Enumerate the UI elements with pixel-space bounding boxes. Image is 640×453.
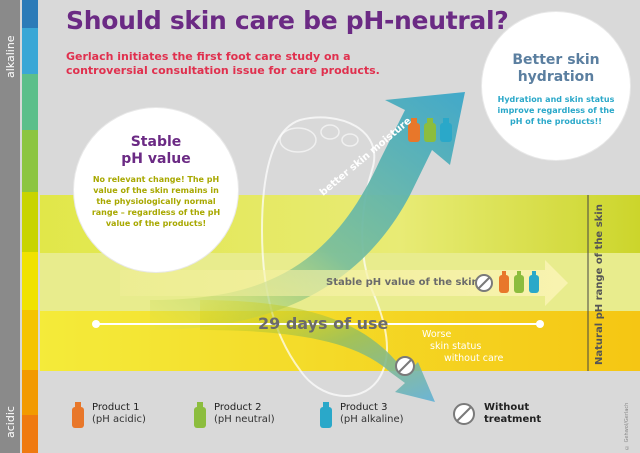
no-treatment-icon xyxy=(475,274,493,292)
orange-bottle-icon xyxy=(499,271,509,293)
page-subtitle: Gerlach initiates the first foot care st… xyxy=(66,50,380,77)
worse-label-line1: Worse xyxy=(422,329,452,340)
no-treatment-icon xyxy=(395,356,415,376)
scale-top-label: alkaline xyxy=(4,35,17,78)
hydration-circle: Better skin hydration Hydration and skin… xyxy=(482,12,630,160)
stable-body: No relevant change! The pH value of the … xyxy=(91,175,221,228)
scale-bottom-label: acidic xyxy=(4,406,17,438)
stable-circle: Stable pH value No relevant change! The … xyxy=(74,108,238,272)
legend-item-label: Product 3 xyxy=(340,402,388,413)
no-treatment-icon xyxy=(453,403,475,425)
bottles-stable xyxy=(474,271,539,293)
hydration-body: Hydration and skin status improve regard… xyxy=(497,95,615,126)
hydration-heading-line2: hydration xyxy=(517,69,595,85)
page-title: Should skin care be pH-neutral? xyxy=(66,6,509,35)
worse-label-line3: without care xyxy=(444,353,504,364)
scale-label-strip xyxy=(0,0,20,453)
blue-bottle-icon xyxy=(440,118,452,142)
stable-heading-line1: Stable xyxy=(130,134,182,150)
legend-item-sub: treatment xyxy=(484,414,542,425)
copyright-text: © Gehwol/Gerlach xyxy=(624,402,630,450)
legend-item-product-3: Product 3 (pH alkaline) xyxy=(320,402,452,428)
worse-label: Worse skin status without care xyxy=(410,329,503,365)
legend-item-label: Product 1 xyxy=(92,402,140,413)
stable-heading-line2: pH value xyxy=(121,151,191,167)
legend-item-product-1: Product 1 (pH acidic) xyxy=(72,402,194,428)
orange-bottle-icon xyxy=(408,118,420,142)
legend-item-label: Without xyxy=(484,402,530,413)
timeline-label: 29 days of use xyxy=(258,314,389,333)
natural-range-label: Natural pH range of the skin xyxy=(594,204,605,365)
green-bottle-icon xyxy=(194,402,206,428)
green-bottle-icon xyxy=(424,118,436,142)
worse-label-line2: skin status xyxy=(430,341,482,352)
hydration-heading-line1: Better skin xyxy=(512,52,600,68)
legend-item-sub: (pH neutral) xyxy=(214,414,275,425)
legend-item-label: Product 2 xyxy=(214,402,262,413)
legend-item-without-treatment: Without treatment xyxy=(452,402,541,426)
legend-item-sub: (pH alkaline) xyxy=(340,414,404,425)
legend: Product 1 (pH acidic) Product 2 (pH neut… xyxy=(72,402,541,428)
legend-item-sub: (pH acidic) xyxy=(92,414,146,425)
orange-bottle-icon xyxy=(72,402,84,428)
blue-bottle-icon xyxy=(320,402,332,428)
green-bottle-icon xyxy=(514,271,524,293)
legend-item-product-2: Product 2 (pH neutral) xyxy=(194,402,320,428)
blue-bottle-icon xyxy=(529,271,539,293)
ph-scale xyxy=(22,0,38,453)
bottles-moisture xyxy=(408,118,452,142)
stable-ph-label: Stable pH value of the skin xyxy=(326,277,479,288)
